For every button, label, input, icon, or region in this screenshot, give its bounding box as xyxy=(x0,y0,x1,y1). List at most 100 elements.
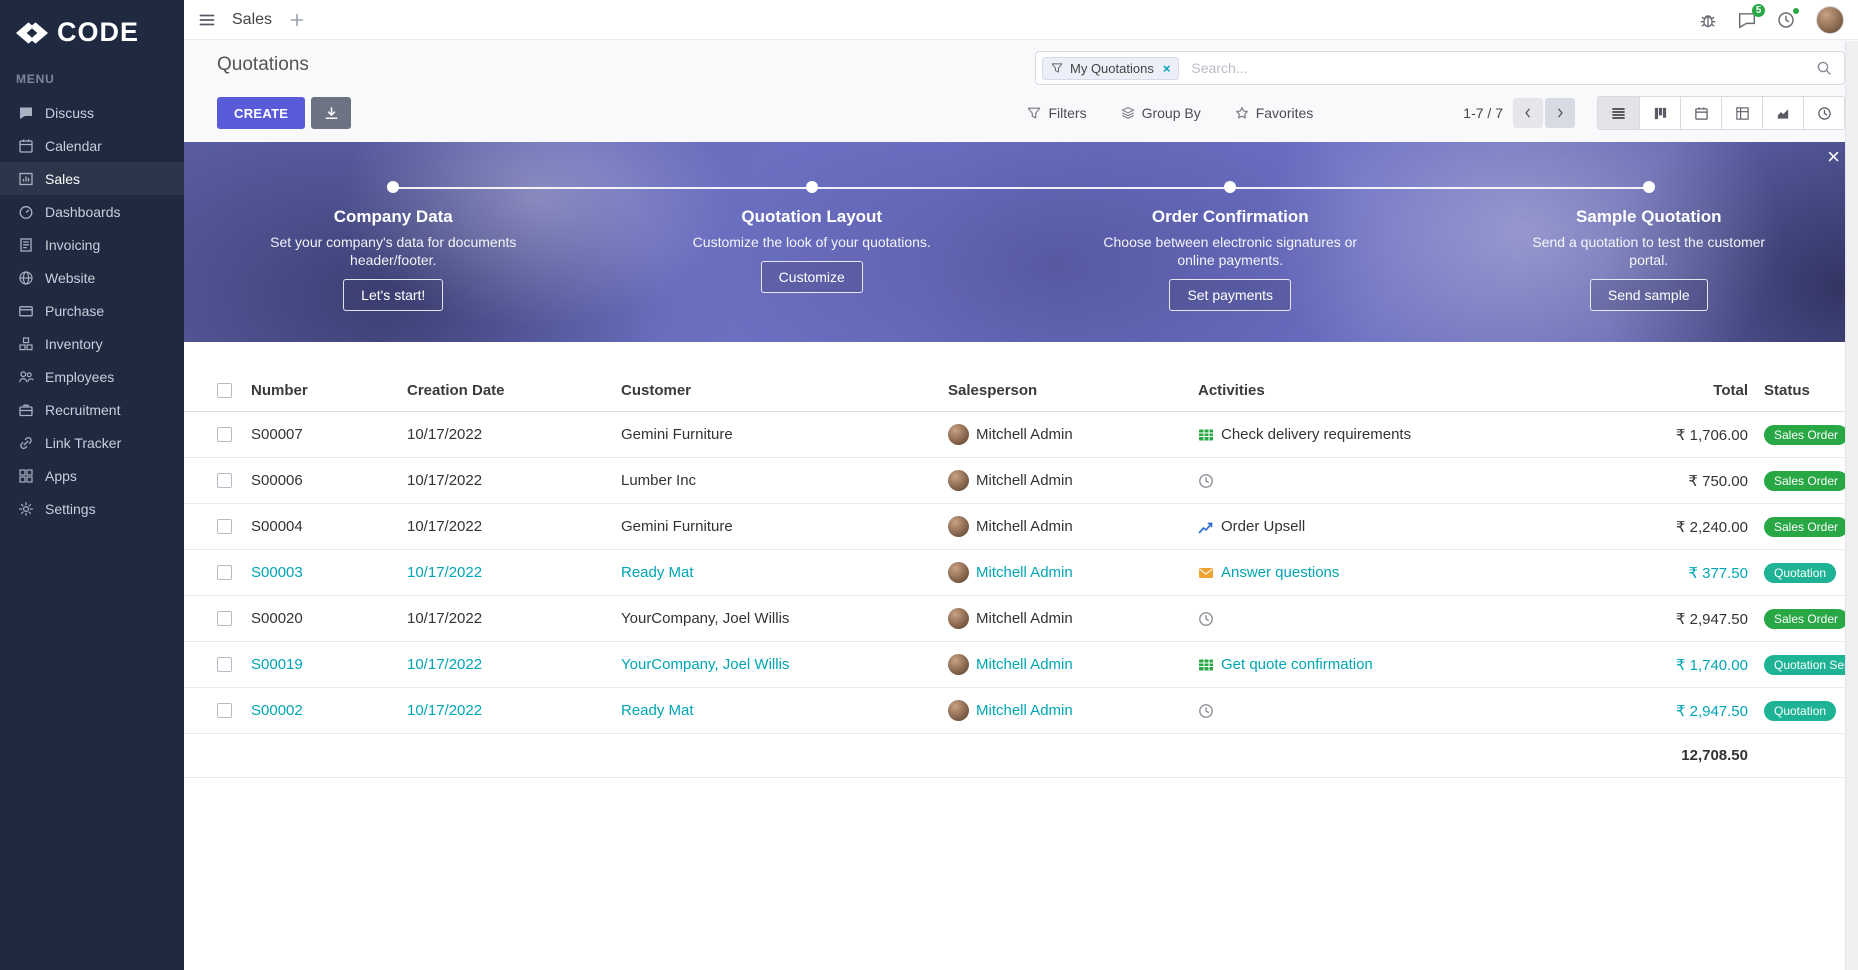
calendar-icon xyxy=(18,138,34,154)
send-sample-button[interactable]: Send sample xyxy=(1589,279,1708,312)
cell-salesperson: Mitchell Admin xyxy=(948,608,1198,629)
view-activity-button[interactable] xyxy=(1803,97,1844,129)
header-activities[interactable]: Activities xyxy=(1198,382,1265,399)
sidebar-item-settings[interactable]: Settings xyxy=(0,492,184,525)
table-row[interactable]: S00002 10/17/2022 Ready Mat Mitchell Adm… xyxy=(184,688,1858,734)
favorites-button[interactable]: Favorites xyxy=(1235,105,1313,121)
view-kanban-button[interactable] xyxy=(1639,97,1680,129)
cell-activity[interactable]: Get quote confirmation xyxy=(1198,656,1564,673)
pager-previous-button[interactable] xyxy=(1513,98,1543,128)
lets-start-button[interactable]: Let's start! xyxy=(343,279,444,312)
sidebar-item-invoicing[interactable]: Invoicing xyxy=(0,228,184,261)
clock-icon xyxy=(1198,473,1214,489)
create-button[interactable]: CREATE xyxy=(217,97,306,129)
sidebar-item-discuss[interactable]: Discuss xyxy=(0,96,184,129)
sidebar-item-label: Settings xyxy=(45,500,96,517)
view-list-button[interactable] xyxy=(1598,97,1639,129)
search-facet[interactable]: My Quotations × xyxy=(1042,56,1180,80)
search-input[interactable] xyxy=(1189,59,1816,77)
sidebar: CODE MENU Discuss Calendar Sales Dashboa… xyxy=(0,0,184,970)
export-button[interactable] xyxy=(311,97,352,129)
sidebar-item-calendar[interactable]: Calendar xyxy=(0,129,184,162)
header-status[interactable]: Status xyxy=(1764,382,1810,399)
table-row[interactable]: S00006 10/17/2022 Lumber Inc Mitchell Ad… xyxy=(184,458,1858,504)
cell-total: ₹ 377.50 xyxy=(1688,564,1748,582)
table-row[interactable]: S00003 10/17/2022 Ready Mat Mitchell Adm… xyxy=(184,550,1858,596)
set-payments-button[interactable]: Set payments xyxy=(1169,279,1292,312)
cell-activity[interactable]: Check delivery requirements xyxy=(1198,426,1564,443)
cell-activity[interactable]: Order Upsell xyxy=(1198,518,1564,535)
pager-next-button[interactable] xyxy=(1545,98,1575,128)
search-icon[interactable] xyxy=(1816,60,1832,76)
search-bar[interactable]: My Quotations × xyxy=(1035,51,1845,85)
cell-number: S00003 xyxy=(251,564,303,581)
cell-activity[interactable] xyxy=(1198,703,1564,719)
header-total[interactable]: Total xyxy=(1713,382,1748,399)
chevron-left-icon xyxy=(1525,108,1530,118)
cell-activity[interactable] xyxy=(1198,611,1564,627)
cell-number: S00004 xyxy=(251,518,303,535)
chevron-right-icon xyxy=(1558,108,1563,118)
row-checkbox[interactable] xyxy=(217,427,232,442)
messages-icon[interactable]: 5 xyxy=(1738,3,1765,29)
topbar: Sales 5 xyxy=(184,0,1858,40)
sidebar-item-sales[interactable]: Sales xyxy=(0,162,184,195)
activity-clock-icon[interactable] xyxy=(1777,5,1801,29)
view-pivot-button[interactable] xyxy=(1721,97,1762,129)
sidebar-item-apps[interactable]: Apps xyxy=(0,459,184,492)
view-switcher xyxy=(1597,96,1845,130)
filters-label: Filters xyxy=(1048,105,1087,121)
row-checkbox[interactable] xyxy=(217,519,232,534)
menu-icon[interactable] xyxy=(199,12,215,28)
control-panel: Quotations My Quotations × CREATE xyxy=(184,40,1858,142)
inventory-boxes-icon xyxy=(18,336,34,352)
sidebar-item-recruitment[interactable]: Recruitment xyxy=(0,393,184,426)
cell-customer: YourCompany, Joel Willis xyxy=(621,656,790,673)
sidebar-item-link-tracker[interactable]: Link Tracker xyxy=(0,426,184,459)
header-creation-date[interactable]: Creation Date xyxy=(407,382,505,399)
cell-activity[interactable]: Answer questions xyxy=(1198,564,1564,581)
table-row[interactable]: S00020 10/17/2022 YourCompany, Joel Will… xyxy=(184,596,1858,642)
cell-salesperson: Mitchell Admin xyxy=(948,654,1198,675)
salesperson-avatar xyxy=(948,608,969,629)
row-checkbox[interactable] xyxy=(217,657,232,672)
current-app-name[interactable]: Sales xyxy=(232,10,273,28)
table-row[interactable]: S00004 10/17/2022 Gemini Furniture Mitch… xyxy=(184,504,1858,550)
sidebar-item-employees[interactable]: Employees xyxy=(0,360,184,393)
remove-facet-icon[interactable]: × xyxy=(1162,60,1171,76)
header-number[interactable]: Number xyxy=(251,382,308,399)
scrollbar-gutter[interactable] xyxy=(1845,41,1858,970)
row-checkbox[interactable] xyxy=(217,703,232,718)
sidebar-item-purchase[interactable]: Purchase xyxy=(0,294,184,327)
plus-icon[interactable] xyxy=(289,12,305,28)
table-row[interactable]: S00007 10/17/2022 Gemini Furniture Mitch… xyxy=(184,412,1858,458)
sidebar-item-inventory[interactable]: Inventory xyxy=(0,327,184,360)
header-customer[interactable]: Customer xyxy=(621,382,692,399)
group-by-button[interactable]: Group By xyxy=(1121,105,1201,121)
sidebar-item-label: Link Tracker xyxy=(45,434,122,451)
status-badge: Quotation xyxy=(1764,562,1837,583)
row-checkbox[interactable] xyxy=(217,565,232,580)
filters-button[interactable]: Filters xyxy=(1027,105,1087,121)
view-calendar-button[interactable] xyxy=(1680,97,1721,129)
row-checkbox[interactable] xyxy=(217,473,232,488)
discuss-icon xyxy=(18,105,34,121)
debug-icon[interactable] xyxy=(1699,11,1717,29)
main-area: Sales 5 Quotations xyxy=(184,0,1858,970)
pager: 1-7 / 7 xyxy=(1463,98,1575,128)
invoicing-icon xyxy=(18,237,34,253)
user-avatar[interactable] xyxy=(1816,5,1844,34)
banner-close-icon[interactable]: × xyxy=(1827,144,1840,169)
sidebar-item-dashboards[interactable]: Dashboards xyxy=(0,195,184,228)
customize-button[interactable]: Customize xyxy=(760,261,863,294)
sidebar-item-website[interactable]: Website xyxy=(0,261,184,294)
brand-logo[interactable]: CODE xyxy=(0,0,184,66)
cell-activity[interactable] xyxy=(1198,473,1564,489)
sidebar-item-label: Calendar xyxy=(45,137,102,154)
header-salesperson[interactable]: Salesperson xyxy=(948,382,1038,399)
onboarding-step-order-confirmation: Order Confirmation Choose between electr… xyxy=(1021,181,1440,312)
select-all-checkbox[interactable] xyxy=(217,383,232,398)
view-graph-button[interactable] xyxy=(1762,97,1803,129)
table-row[interactable]: S00019 10/17/2022 YourCompany, Joel Will… xyxy=(184,642,1858,688)
row-checkbox[interactable] xyxy=(217,611,232,626)
